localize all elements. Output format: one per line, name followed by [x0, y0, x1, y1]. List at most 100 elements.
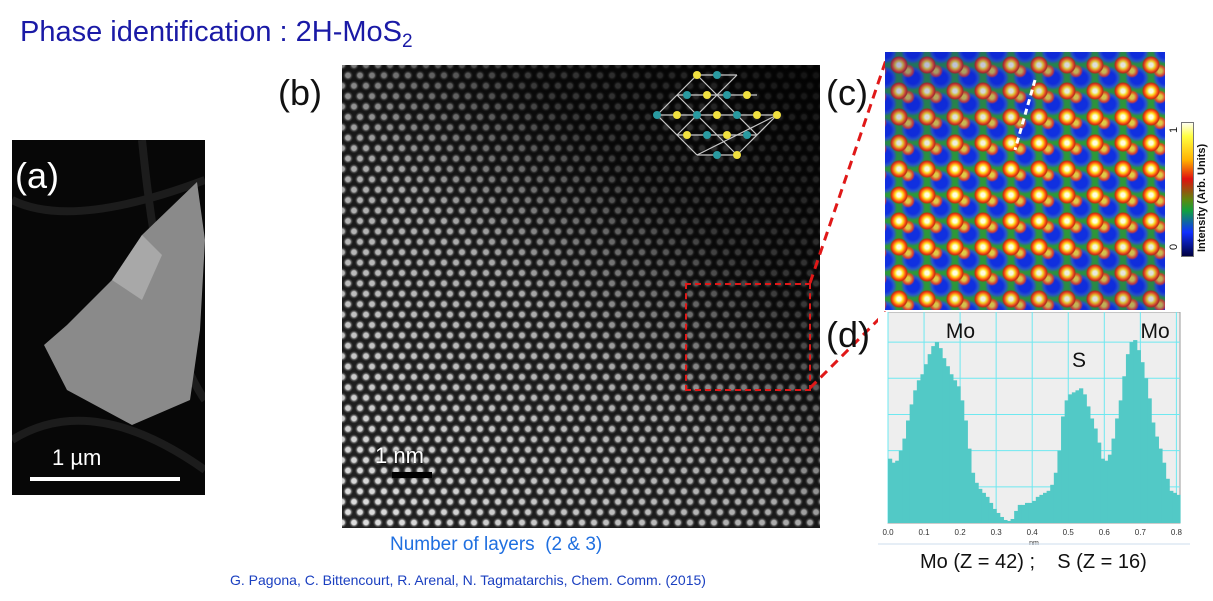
histogram-bar — [895, 460, 900, 523]
x-tick-label: 0.2 — [955, 528, 967, 537]
histogram-bar — [985, 496, 990, 523]
histogram-bar — [970, 472, 976, 523]
histogram-bar — [1125, 354, 1131, 523]
histogram-bar — [913, 390, 918, 523]
histogram-bar — [1057, 450, 1062, 523]
colorbar-max: 1 — [1168, 126, 1180, 133]
panel-a-label: (a) — [15, 155, 59, 196]
histogram-bar — [1086, 406, 1091, 523]
histogram-bar — [898, 450, 904, 523]
histogram-bar — [906, 420, 911, 523]
histogram-bar — [963, 420, 968, 523]
histogram-bar — [1006, 520, 1012, 523]
x-tick-label: 0.6 — [1099, 528, 1111, 537]
x-tick-label: 0.1 — [918, 528, 930, 537]
histogram-bar — [1014, 510, 1019, 523]
map-layer — [885, 52, 1165, 310]
histogram-bar — [988, 502, 994, 523]
histogram-bar — [1176, 494, 1181, 523]
x-tick-label: 0.5 — [1063, 528, 1075, 537]
profile-line — [1013, 79, 1037, 151]
histogram-bar — [927, 354, 932, 523]
panel-b-label: (b) — [278, 72, 322, 113]
x-tick-label: 0.3 — [991, 528, 1003, 537]
histogram-bar — [924, 364, 929, 523]
histogram-bar — [1151, 422, 1156, 523]
histogram-bar — [956, 386, 961, 523]
histogram-bar — [999, 516, 1004, 523]
scale-bar-a — [30, 477, 180, 481]
panel-c-label: (c) — [826, 72, 868, 113]
histogram-bar — [1089, 418, 1095, 523]
histogram-bar — [938, 348, 943, 523]
atomic-number-note: Mo (Z = 42) ; S (Z = 16) — [920, 551, 1147, 573]
histogram-bar — [1064, 400, 1069, 523]
histogram-bar — [1035, 496, 1041, 523]
colorbar-min: 0 — [1168, 243, 1180, 250]
histogram-bar — [1136, 350, 1141, 523]
histogram-bar — [949, 374, 954, 523]
histogram-bar — [1082, 394, 1087, 523]
histogram-bar — [1021, 504, 1026, 523]
peak-label: Mo — [1141, 320, 1170, 343]
histogram-bar — [1154, 436, 1159, 523]
histogram-bar — [1071, 392, 1077, 523]
histogram-bar — [1068, 394, 1073, 523]
histogram-bar — [945, 366, 950, 523]
citation: G. Pagona, C. Bittencourt, R. Arenal, N.… — [230, 572, 706, 588]
slide-title: Phase identification : 2H-MoS2 — [20, 16, 413, 53]
histogram-bar — [981, 492, 986, 523]
histogram-bar — [1165, 478, 1170, 523]
x-tick-label: 0.8 — [1171, 528, 1183, 537]
histogram-bar — [1133, 340, 1138, 523]
histogram-bar — [974, 482, 979, 523]
histogram-bar — [1104, 460, 1109, 523]
histogram-bar — [909, 404, 914, 523]
histogram-bar — [952, 380, 958, 523]
histogram-bar — [1118, 400, 1123, 523]
scale-label-b: 1 nm — [375, 443, 424, 468]
histogram-bar — [1050, 484, 1055, 523]
layers-caption: Number of layers (2 & 3) — [390, 534, 603, 555]
panel-b-stem-image: 1 nm — [342, 65, 820, 528]
histogram-bar — [1122, 376, 1127, 523]
map-layer — [885, 52, 1165, 310]
histogram-bar — [1017, 504, 1022, 523]
panel-d-label: (d) — [826, 314, 870, 355]
histogram-bar — [931, 346, 936, 523]
histogram-bar — [902, 438, 907, 523]
histogram-bar — [1079, 388, 1084, 523]
scale-label-a: 1 µm — [52, 445, 102, 470]
histogram-bar — [967, 448, 972, 523]
histogram-bar — [920, 374, 925, 523]
panel-c-intensity-map — [885, 52, 1165, 310]
histogram-bar — [1053, 472, 1059, 523]
histogram-bar — [942, 358, 947, 523]
x-tick-label: 0.7 — [1135, 528, 1147, 537]
histogram-bar — [891, 462, 896, 523]
crystal-structure-inset — [653, 71, 781, 159]
histogram-bar — [1129, 342, 1134, 523]
histogram-bar — [1111, 438, 1116, 523]
x-tick-label: 0.0 — [882, 528, 894, 537]
histogram-bar — [992, 508, 997, 523]
peak-label: Mo — [946, 320, 975, 343]
histogram-bar — [1172, 492, 1177, 523]
title-subscript: 2 — [402, 31, 413, 52]
histogram-bar — [978, 488, 983, 523]
histogram-bar — [916, 380, 922, 523]
histogram-bar — [934, 342, 940, 523]
colorbar-title: Intensity (Arb. Units) — [1196, 143, 1208, 252]
histogram-bar — [1028, 502, 1033, 523]
line-profile-chart: 0.00.10.20.30.40.50.60.70.8nmMoSMo — [878, 312, 1190, 547]
histogram-bar — [1003, 519, 1008, 523]
histogram-bar — [1169, 490, 1174, 523]
histogram-bar — [888, 458, 893, 523]
histogram-bar — [1032, 500, 1037, 523]
histogram-bar — [1024, 502, 1030, 523]
histogram-bar — [1161, 462, 1167, 523]
flake-image — [12, 140, 205, 474]
title-text: Phase identification : 2H-MoS — [20, 16, 403, 48]
scale-bar-b — [392, 472, 432, 478]
histogram-bar — [996, 512, 1001, 523]
